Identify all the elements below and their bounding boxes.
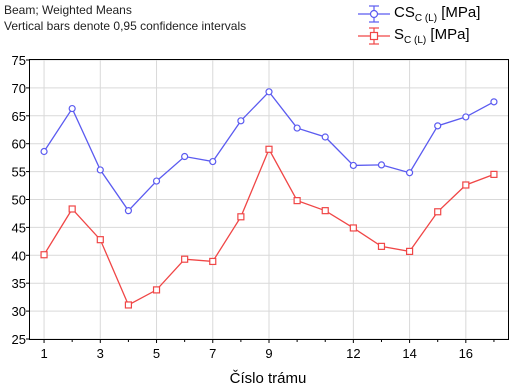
data-point [96,236,104,244]
data-point [124,207,133,215]
data-point [405,169,414,177]
series-cs [40,88,498,215]
data-point [349,224,357,232]
x-tick-label: 12 [346,346,360,361]
x-tick-label: 14 [402,346,416,361]
data-point [490,98,498,106]
data-point [181,152,189,161]
x-axis-ticks: 1 3 5 7 9 12 14 16 [40,339,495,361]
legend-marker-s [358,27,390,45]
y-tick-label: 40 [12,248,26,263]
legend-label-s: SC (L) [MPa] [394,26,470,46]
x-tick-label: 5 [153,346,160,361]
x-tick-label: 7 [209,346,216,361]
x-axis-label: Číslo trámu [230,370,307,387]
y-tick-label: 30 [12,304,26,319]
y-tick-label: 75 [12,53,26,68]
grid-lines [30,59,508,340]
y-axis-ticks: 25 30 35 40 45 50 55 60 65 70 75 [12,53,30,347]
y-tick-label: 50 [12,193,26,208]
data-point [124,301,133,309]
data-point [462,181,470,189]
chart-title: Beam; Weighted Means [4,3,132,17]
data-point [237,117,245,125]
data-point [349,161,357,170]
y-tick-label: 25 [12,332,26,347]
series-layer [40,88,498,309]
data-point [321,133,329,141]
data-point [237,213,245,221]
data-point [434,122,442,130]
y-tick-label: 35 [12,276,26,291]
data-point [377,161,386,169]
data-point [152,177,161,185]
series-s [40,145,498,309]
y-tick-label: 45 [12,220,26,235]
x-tick-label: 3 [97,346,104,361]
legend-label-cs: CSC (L) [MPa] [394,4,481,24]
y-tick-label: 60 [12,137,26,152]
data-point [321,207,329,215]
data-point [40,147,48,156]
data-point [265,88,273,96]
data-point [181,255,189,263]
data-point [434,208,442,216]
data-point [490,170,498,178]
data-point [293,197,301,205]
data-point [377,242,386,250]
data-point [68,205,76,213]
data-point [68,104,76,113]
data-point [96,166,104,174]
y-tick-label: 70 [12,81,26,96]
chart-subtitle: Vertical bars denote 0,95 confidence int… [4,19,247,33]
data-point [405,247,414,255]
y-tick-label: 65 [12,109,26,124]
data-point [40,251,48,259]
y-tick-label: 55 [12,165,26,180]
legend-marker-cs [358,5,390,23]
x-tick-label: 1 [40,346,47,361]
data-point [293,124,301,132]
data-point [209,157,217,166]
data-point [265,145,273,153]
x-tick-label: 9 [265,346,272,361]
data-point [209,257,217,266]
data-point [462,113,470,121]
data-point [152,286,161,294]
x-tick-label: 16 [459,346,473,361]
